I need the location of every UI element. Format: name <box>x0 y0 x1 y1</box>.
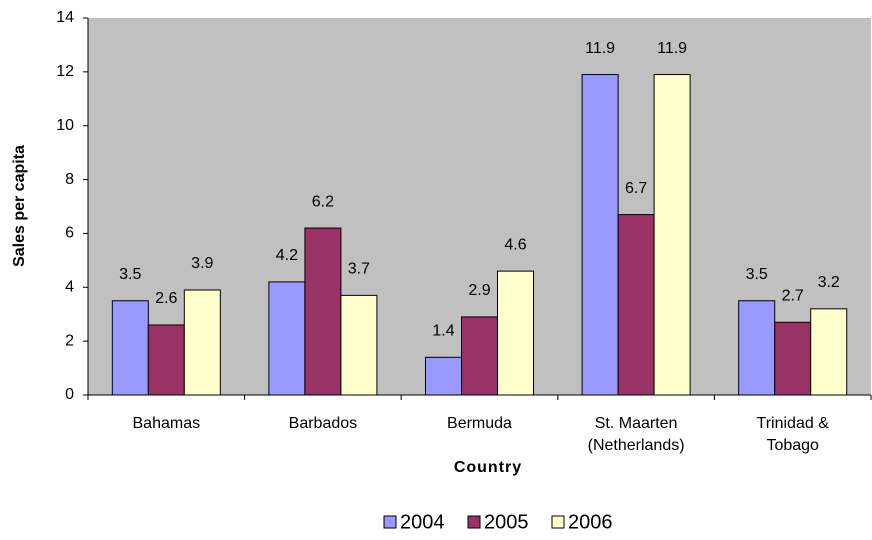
data-label: 3.5 <box>746 266 768 283</box>
y-tick-label: 2 <box>65 332 74 349</box>
legend-label: 2005 <box>484 511 529 533</box>
legend-label: 2004 <box>400 511 445 533</box>
legend-swatch <box>383 515 397 529</box>
bar <box>738 300 776 396</box>
x-tick-label: St. Maarten (Netherlands) <box>588 415 685 454</box>
data-label: 3.2 <box>818 274 840 291</box>
legend-swatch <box>467 515 481 529</box>
legend-swatch <box>551 515 565 529</box>
y-tick-label: 12 <box>56 63 74 80</box>
x-tick-label: Barbados <box>289 415 358 432</box>
bar <box>653 74 691 396</box>
bar <box>111 300 149 396</box>
bar <box>147 324 185 396</box>
y-tick-label: 4 <box>65 279 74 296</box>
x-tick-label: Bermuda <box>447 415 512 432</box>
data-label: 11.9 <box>657 40 687 57</box>
x-axis-title: Country <box>454 459 522 476</box>
data-label: 3.5 <box>119 266 141 283</box>
data-label: 3.7 <box>348 261 370 278</box>
y-tick-label: 10 <box>56 117 74 134</box>
legend-label: 2006 <box>568 511 613 533</box>
data-label: 6.2 <box>312 193 334 210</box>
data-label: 2.9 <box>468 282 490 299</box>
bar <box>183 289 221 396</box>
bar <box>810 308 848 396</box>
y-tick-label: 14 <box>56 9 74 26</box>
bar <box>581 74 619 396</box>
bar <box>461 316 498 396</box>
y-tick-label: 8 <box>65 171 74 188</box>
data-label: 1.4 <box>432 323 454 340</box>
bar <box>340 294 378 396</box>
bar <box>617 214 655 396</box>
data-label: 3.9 <box>191 255 213 272</box>
bar <box>304 227 342 396</box>
x-tick-label: Bahamas <box>133 415 201 432</box>
data-label: 2.6 <box>155 290 177 307</box>
y-tick-label: 0 <box>65 386 74 403</box>
bar <box>268 281 306 396</box>
y-tick-label: 6 <box>65 225 74 242</box>
data-label: 11.9 <box>585 40 615 57</box>
bar <box>774 321 812 396</box>
data-label: 4.6 <box>504 236 526 253</box>
bar <box>425 356 462 396</box>
bar <box>497 270 534 396</box>
data-label: 2.7 <box>782 288 804 305</box>
data-label: 4.2 <box>276 247 298 264</box>
y-axis-title: Sales per capita <box>11 145 28 267</box>
data-label: 6.7 <box>625 180 647 197</box>
x-tick-label: Trinidad & Tobago <box>757 415 830 454</box>
